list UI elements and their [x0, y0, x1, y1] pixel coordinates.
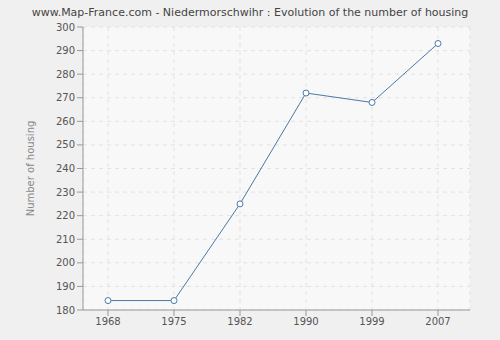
svg-text:240: 240: [56, 163, 75, 174]
svg-text:300: 300: [56, 22, 75, 33]
svg-text:280: 280: [56, 69, 75, 80]
svg-text:260: 260: [56, 116, 75, 127]
svg-text:2007: 2007: [425, 316, 450, 327]
svg-text:1990: 1990: [293, 316, 318, 327]
svg-text:1968: 1968: [95, 316, 120, 327]
svg-text:230: 230: [56, 187, 75, 198]
svg-text:270: 270: [56, 92, 75, 103]
svg-text:190: 190: [56, 281, 75, 292]
svg-text:290: 290: [56, 45, 75, 56]
svg-text:180: 180: [56, 305, 75, 316]
svg-text:1975: 1975: [161, 316, 186, 327]
svg-text:250: 250: [56, 139, 75, 150]
svg-text:210: 210: [56, 234, 75, 245]
svg-text:1999: 1999: [359, 316, 384, 327]
svg-text:220: 220: [56, 210, 75, 221]
svg-text:Number of housing: Number of housing: [25, 121, 36, 217]
html-text:www.Map-France.com - Niedermor: www.Map-France.com - Niedermorschwihr : …: [31, 6, 469, 19]
svg-text:200: 200: [56, 257, 75, 268]
svg-text:1982: 1982: [227, 316, 252, 327]
